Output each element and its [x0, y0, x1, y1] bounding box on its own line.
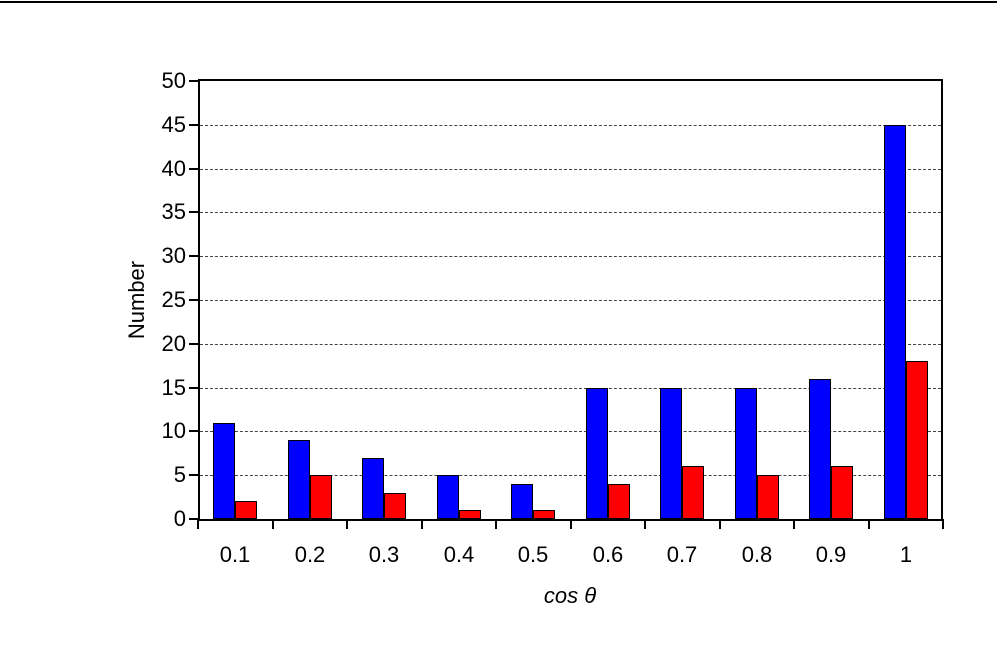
bar-red-series — [831, 466, 853, 519]
gridline — [200, 300, 941, 301]
x-tick-label: 0.3 — [368, 542, 400, 567]
y-tick-label: 15 — [161, 375, 186, 400]
x-tick-label: 0.7 — [666, 542, 698, 567]
y-axis-tick — [189, 255, 198, 257]
y-axis-tick — [189, 387, 198, 389]
bar-blue-series — [735, 388, 757, 519]
bar-red-series — [608, 484, 630, 519]
x-axis-tick — [495, 519, 497, 529]
y-axis-tick — [189, 211, 198, 213]
bar-blue-series — [884, 125, 906, 519]
x-axis-title: cos θ — [543, 583, 597, 608]
x-axis-tick — [570, 519, 572, 529]
y-tick-label: 35 — [161, 199, 186, 224]
y-axis-tick — [189, 168, 198, 170]
x-axis-tick — [719, 519, 721, 529]
bar-red-series — [459, 510, 481, 519]
x-axis-tick — [272, 519, 274, 529]
y-tick-label: 0 — [173, 506, 186, 531]
bar-blue-series — [288, 440, 310, 519]
y-axis-tick — [189, 430, 198, 432]
x-tick-label: 1 — [899, 542, 913, 567]
x-axis-tick — [942, 519, 944, 529]
bar-red-series — [384, 493, 406, 519]
y-tick-label: 5 — [173, 462, 186, 487]
gridline — [200, 344, 941, 345]
gridline — [200, 169, 941, 170]
y-tick-label: 40 — [161, 156, 186, 181]
x-tick-label: 0.6 — [592, 542, 624, 567]
bar-blue-series — [362, 458, 384, 519]
top-horizontal-rule — [0, 1, 997, 3]
gridline — [200, 256, 941, 257]
bar-red-series — [682, 466, 704, 519]
y-tick-label: 30 — [161, 243, 186, 268]
gridline — [200, 431, 941, 432]
bar-blue-series — [586, 388, 608, 519]
x-axis-tick — [197, 519, 199, 529]
bar-blue-series — [437, 475, 459, 519]
bar-blue-series — [809, 379, 831, 519]
bar-red-series — [757, 475, 779, 519]
y-tick-label: 25 — [161, 287, 186, 312]
bar-red-series — [906, 361, 928, 519]
x-tick-label: 0.9 — [815, 542, 847, 567]
y-axis-tick — [189, 124, 198, 126]
y-tick-label: 50 — [161, 68, 186, 93]
x-tick-label: 0.5 — [517, 542, 549, 567]
y-axis-tick — [189, 299, 198, 301]
bar-red-series — [310, 475, 332, 519]
x-axis-tick — [793, 519, 795, 529]
x-tick-label: 0.2 — [294, 542, 326, 567]
y-tick-label: 10 — [161, 418, 186, 443]
x-tick-label: 0.4 — [443, 542, 475, 567]
x-axis-tick — [868, 519, 870, 529]
y-tick-label: 20 — [161, 331, 186, 356]
gridline — [200, 212, 941, 213]
y-axis-tick — [189, 474, 198, 476]
bar-blue-series — [511, 484, 533, 519]
y-tick-label: 45 — [161, 112, 186, 137]
x-tick-label: 0.1 — [219, 542, 251, 567]
gridline — [200, 125, 941, 126]
y-axis-tick — [189, 518, 198, 520]
y-axis-tick — [189, 343, 198, 345]
x-axis-tick — [644, 519, 646, 529]
x-axis-tick — [421, 519, 423, 529]
x-axis-tick — [346, 519, 348, 529]
bar-blue-series — [213, 423, 235, 519]
bar-red-series — [235, 501, 257, 519]
bar-red-series — [533, 510, 555, 519]
y-axis-tick — [189, 80, 198, 82]
x-tick-label: 0.8 — [741, 542, 773, 567]
gridline — [200, 388, 941, 389]
bar-blue-series — [660, 388, 682, 519]
gridline — [200, 475, 941, 476]
